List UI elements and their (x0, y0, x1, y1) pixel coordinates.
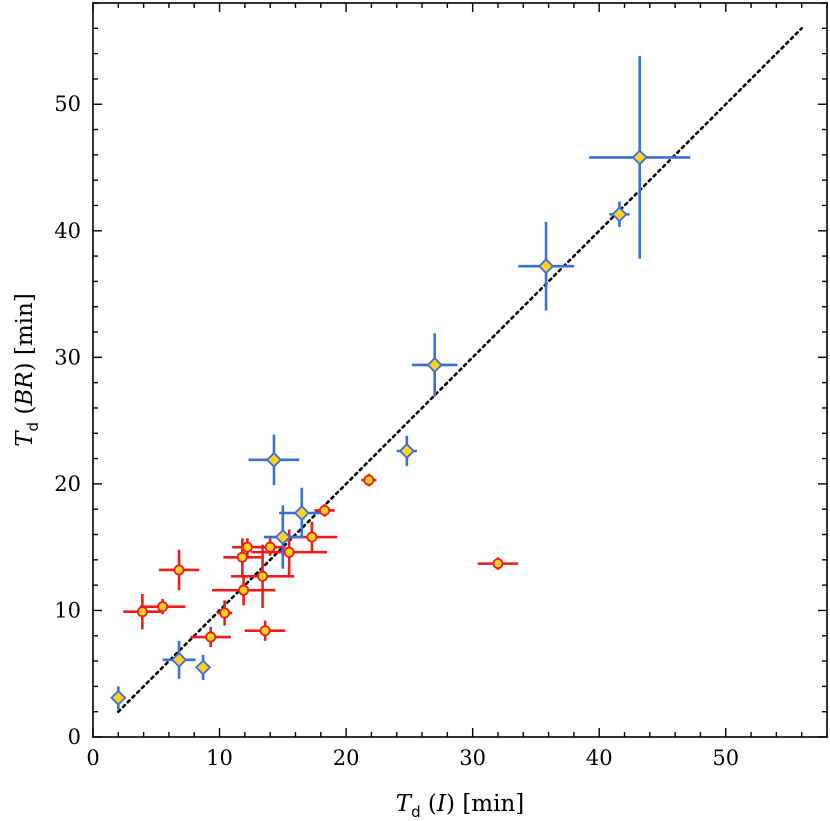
error-bars (117, 56, 691, 710)
data-markers (110, 149, 648, 706)
x-tick-label: 10 (206, 746, 233, 770)
circle-marker (319, 504, 331, 516)
diamond-marker (274, 528, 291, 546)
reference-line (117, 27, 803, 713)
y-tick-label: 10 (54, 598, 81, 622)
x-axis-label: Td (I) [min] (396, 791, 525, 821)
diamond-marker (293, 504, 310, 522)
y-tick-label: 30 (54, 345, 81, 369)
x-axis-unit: [min] (462, 791, 524, 817)
diamond-marker (426, 356, 443, 374)
circle-marker (306, 531, 318, 543)
diamond-marker (195, 659, 212, 676)
circle-marker (363, 474, 375, 486)
circle-marker (136, 606, 148, 618)
diamond-marker (631, 149, 648, 166)
circle-marker (205, 631, 217, 643)
circle-marker (241, 541, 253, 553)
diamond-marker (398, 442, 415, 460)
circle-marker (157, 601, 169, 613)
y-tick-label: 40 (54, 219, 81, 243)
diamond-marker (170, 651, 188, 668)
y-axis-label: Td (BR) [min] (12, 293, 42, 447)
circle-marker (492, 558, 504, 570)
diamond-marker (611, 206, 628, 223)
diamond-marker (110, 689, 127, 706)
x-axis-symbol: T (396, 791, 413, 817)
diamond-marker (537, 258, 555, 275)
x-tick-label: 40 (586, 746, 613, 770)
diamond-marker (265, 451, 283, 468)
x-axis-argument: I (436, 791, 447, 817)
y-tick-label: 20 (54, 472, 81, 496)
x-tick-label: 50 (712, 746, 739, 770)
plot-frame (92, 2, 828, 738)
y-tick-label: 50 (54, 92, 81, 116)
y-axis-argument: BR (12, 371, 38, 406)
circle-marker (236, 551, 248, 563)
y-axis-unit: [min] (12, 293, 38, 355)
circle-marker (259, 625, 271, 637)
circle-marker (257, 570, 269, 582)
circle-marker (264, 541, 276, 553)
axis-ticks (92, 2, 828, 738)
circle-marker (219, 607, 231, 619)
x-tick-label: 0 (86, 746, 99, 770)
circle-marker (238, 584, 250, 596)
y-axis-subscript: d (24, 422, 42, 432)
circle-marker (283, 546, 295, 558)
x-axis-subscript: d (411, 803, 421, 821)
tick-labels: 0 10 20 30 40 50 0 10 20 30 40 50 (54, 92, 739, 770)
x-tick-label: 30 (459, 746, 486, 770)
circle-marker (173, 564, 185, 576)
x-tick-label: 20 (333, 746, 360, 770)
y-axis-symbol: T (12, 430, 38, 447)
y-tick-label: 0 (68, 725, 81, 749)
